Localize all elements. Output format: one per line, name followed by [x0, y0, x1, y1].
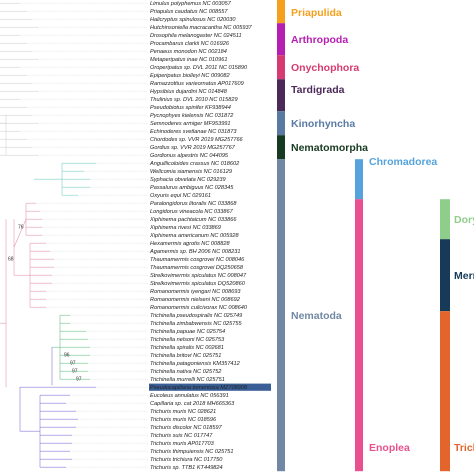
taxon-label: Drosophila melanogaster NC 024511: [150, 33, 242, 39]
taxon-label: Romanomermis nielseni NC 008692: [150, 297, 241, 303]
taxon-label: Semnoderes armiger MF953991: [150, 121, 231, 127]
clade-label: Merm: [454, 270, 474, 282]
taxon-label: Trichuris suis NC 017747: [150, 433, 213, 439]
support-value: 97: [70, 361, 76, 367]
taxon-label: Trichinella murrelli NC 025751: [150, 377, 225, 383]
taxon-label: Thaumamermis cosgrovei DQ250658: [150, 265, 244, 271]
taxon-label: Ramazzottius varieornatus AP017609: [150, 81, 244, 87]
taxon-label: Hutchinsoniella macracantha NC 005937: [150, 25, 253, 31]
taxon-label: Hexamermis agrotis NC 008828: [150, 241, 230, 247]
tree-branches: [0, 3, 96, 468]
taxon-label: Xiphinema americanum NC 005928: [149, 233, 240, 239]
taxon-label: Penaeus monodon NC 002184: [150, 49, 227, 55]
taxon-label: Oroperipatus sp. DVL 2011 NC 015890: [150, 65, 248, 71]
clade-bar: [277, 159, 285, 472]
taxon-label: Trichuris sp. TTB1 KT449824: [150, 465, 223, 471]
clade-bar: [277, 0, 285, 24]
clade-bars: Priapulida Arthropoda Onychophora Tardigrad…: [277, 0, 474, 472]
taxon-label: Halicryptus spinulosus NC 020030: [150, 17, 236, 23]
support-value: 76: [18, 225, 24, 231]
taxon-label: Trichinella papuae NC 025754: [150, 329, 225, 335]
tree-branch: [13, 219, 27, 248]
taxon-label: Syphacia obvelata NC 029239: [150, 177, 226, 183]
clade-label: Priapulida: [291, 7, 342, 19]
clade-label: Onychophora: [291, 62, 359, 74]
taxon-label: Procambarus clarkii NC 016926: [150, 41, 230, 47]
support-value: 97: [72, 369, 78, 375]
taxon-label: Pseudocapillaria tomentosa MZ708908: [150, 385, 248, 391]
taxon-label: Eucoleus annulatus NC 056391: [150, 393, 229, 399]
taxon-label: Trichuris thimpuiensis NC 025751: [150, 449, 234, 455]
taxon-label: Pseudobiotus spinifer KF938944: [150, 105, 231, 111]
taxon-label: Limulus polyphemus NC 003057: [150, 1, 232, 7]
taxon-label: Thulinius sp. DVL 2010 NC 015829: [150, 97, 238, 103]
clade-bar: [277, 55, 285, 80]
taxon-label: Gordionus alpestris NC 044095: [150, 153, 229, 159]
taxon-label: Trichuris discolor NC 018597: [150, 425, 223, 431]
taxon-label: Anguillicoloides crassus NC 018602: [149, 161, 240, 167]
taxon-label: Hypsibius dujardini NC 014848: [150, 89, 228, 95]
taxon-label: Gordius sp. VVR 2019 MG257767: [150, 145, 236, 151]
clade-bar: [355, 159, 363, 200]
clade-bar: [277, 79, 285, 112]
clade-label: Kinorhyncha: [291, 118, 355, 130]
clade-label: Arthropoda: [291, 34, 348, 46]
taxon-label: Trichuris muris NC 018596: [150, 417, 217, 423]
clade-label: Trich: [454, 442, 474, 454]
taxon-label: Trichinella britovi NC 025751: [150, 353, 221, 359]
taxon-label: Trichinella nelsoni NC 025753: [150, 337, 225, 343]
clade-label: Nematomorpha: [291, 142, 368, 154]
tip-leader-lines: [20, 3, 148, 468]
clade-label: Nematoda: [291, 310, 342, 322]
clade-bar: [355, 199, 363, 472]
taxon-label: Romanomermis iyengari NC 008693: [150, 289, 241, 295]
support-value: 96: [64, 353, 70, 359]
clade-bar: [277, 111, 285, 136]
taxon-label: Trichinella spiralis NC 002681: [150, 345, 224, 351]
clade-bar: [277, 135, 285, 160]
clade-bar: [277, 23, 285, 56]
clade-bar: [440, 239, 450, 312]
taxon-label: Priapulus caudatus NC 008557: [150, 9, 228, 15]
taxon-label: Pycnophyes kielensis NC 031872: [150, 113, 234, 119]
clade-label: Enoplea: [369, 442, 410, 454]
clade-label: Tardigrada: [291, 84, 345, 96]
taxon-label: Trichinella pseudospiralis NC 025749: [150, 313, 242, 319]
clade-label: Chromadorea: [369, 156, 437, 168]
taxon-label: Trichuris trichiura NC 017750: [150, 457, 223, 463]
taxon-label: Longidorus vineacola NC 033867: [150, 209, 234, 215]
taxon-label: Chordodes sp. VVR 2019 MG257766: [150, 137, 244, 143]
clade-bar: [440, 199, 450, 240]
clade-label: Dory: [454, 214, 474, 226]
taxon-label: Thaumamermis cosgrovei NC 008046: [150, 257, 245, 263]
support-value: 97: [76, 377, 82, 383]
taxon-label: Xiphinema rivesi NC 033869: [149, 225, 221, 231]
taxon-label: Xiphinema pachtaicum NC 033866: [149, 217, 237, 223]
taxon-label: Oxyuris equi NC 029161: [150, 193, 211, 199]
taxon-label: Echinoderes svetlanae NC 031873: [150, 129, 237, 135]
taxon-label: Trichinella zimbabwensis NC 025755: [150, 321, 243, 327]
taxon-label: Strelkovimermis spiculatus DQ520860: [150, 281, 246, 287]
taxon-label: Trichuris muris NC 028621: [150, 409, 216, 415]
taxon-label: Wellcomia siamensis NC 016129: [150, 169, 232, 175]
taxon-label: Trichuris muris AP017703: [150, 441, 215, 447]
taxon-label: Metaperipatus inae NC 010961: [150, 57, 227, 63]
taxon-labels: Limulus polyphemus NC 003057 Priapulus ca…: [149, 1, 271, 471]
clade-bar: [440, 311, 450, 472]
taxon-label: Epiperipatus biolleyi NC 009082: [150, 73, 230, 79]
taxon-label: Romanomermis culicivorax NC 008640: [150, 305, 248, 311]
highlight-box: [149, 383, 271, 391]
taxon-label: Agamermis sp. BH 2006 NC 008231: [149, 249, 240, 255]
support-value: 68: [8, 257, 14, 263]
taxon-label: Passalurus ambiguus NC 028345: [150, 185, 234, 191]
taxon-label: Trichinella patagoniensis KM357412: [150, 361, 241, 367]
taxon-label: Strelkovimermis spiculatus NC 008047: [150, 273, 247, 279]
taxon-label: Capillaria sp. cat 2018 MH665363: [150, 401, 235, 407]
taxon-label: Trichinella nativa NC 025752: [150, 369, 222, 375]
taxon-label: Paralongidorus litoralis NC 033868: [150, 201, 237, 207]
